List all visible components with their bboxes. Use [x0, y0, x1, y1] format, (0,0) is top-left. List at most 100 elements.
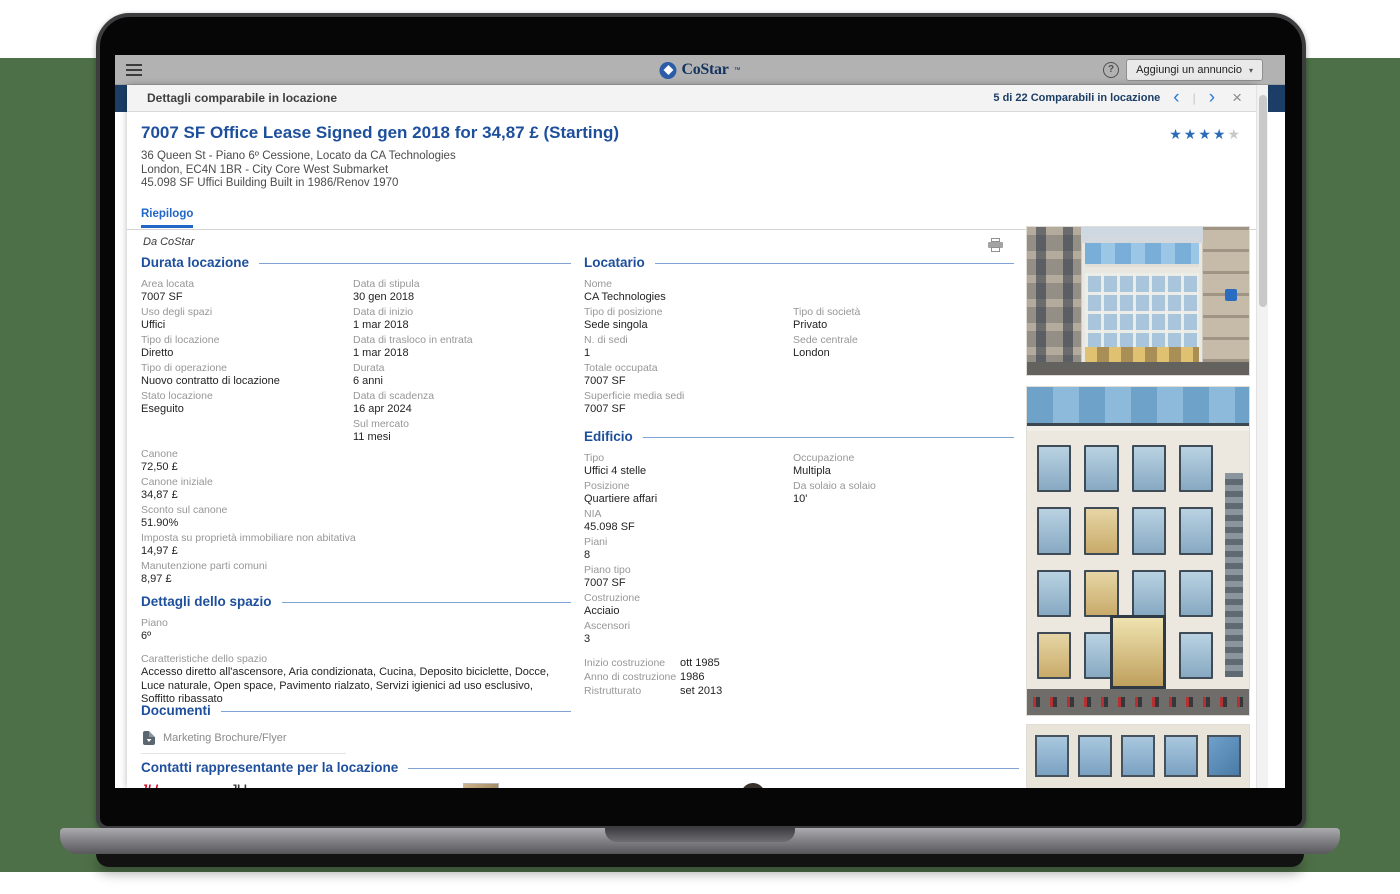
- field-value: CA Technologies: [584, 291, 666, 303]
- field-value: Uffici: [141, 319, 166, 331]
- field-value: ott 1985: [680, 657, 720, 669]
- field-value: London: [793, 347, 830, 359]
- field-label: Inizio costruzione: [584, 657, 666, 669]
- lease-title: 7007 SF Office Lease Signed gen 2018 for…: [141, 123, 620, 142]
- field-label: Nome: [584, 278, 613, 290]
- close-icon[interactable]: ×: [1232, 88, 1242, 107]
- section-heading: Locatario: [584, 255, 645, 270]
- section-rule: [654, 263, 1014, 264]
- field: Da solaio a solaio 10': [793, 480, 1014, 506]
- section-edificio: Edificio Tipo Uffici 4 stelle Posizione Qua…: [584, 429, 1014, 698]
- print-icon[interactable]: [988, 238, 1003, 252]
- locatario-fields-col2: Tipo di società Privato Sede centrale Londo…: [793, 306, 1014, 418]
- prev-comp-button[interactable]: ‹: [1173, 87, 1180, 108]
- address-line-2: London, EC4N 1BR - City Core West Submar…: [141, 163, 389, 176]
- field: Superficie media sedi 7007 SF: [584, 390, 793, 416]
- field-label: Tipo di posizione: [584, 306, 663, 318]
- modal-title: Dettagli comparabile in locazione: [147, 91, 338, 105]
- field-value: 1 mar 2018: [353, 347, 409, 359]
- contact-person-2[interactable]: Daisy Hunt: [741, 783, 831, 788]
- source-note: Da CoStar: [143, 236, 195, 248]
- document-link[interactable]: Marketing Brochure/Flyer: [141, 726, 346, 754]
- field-label: Posizione: [584, 480, 630, 492]
- field-label: Stato locazione: [141, 390, 213, 402]
- scrollbar-thumb[interactable]: [1259, 95, 1267, 307]
- field: Data di stipula 30 gen 2018: [353, 278, 571, 304]
- costar-logo-text: CoStar: [681, 61, 729, 78]
- contact-person-1[interactable]: Jason Collier: [463, 783, 577, 788]
- section-heading: Edificio: [584, 429, 633, 444]
- laptop-shadow: [96, 854, 1304, 867]
- help-icon[interactable]: ?: [1103, 62, 1119, 78]
- contact-company[interactable]: JLL JLL: [141, 783, 251, 788]
- field: Occupazione Multipla: [793, 452, 1014, 478]
- field-label: Tipo di locazione: [141, 334, 220, 346]
- edificio-fields-col2: Occupazione Multipla Da solaio a solaio 10': [793, 452, 1014, 648]
- field-value: 34,87 £: [141, 489, 178, 501]
- field-label: Tipo di operazione: [141, 362, 227, 374]
- field-label: Occupazione: [793, 452, 855, 464]
- field: Sul mercato 11 mesi: [353, 418, 571, 444]
- field: Tipo Uffici 4 stelle: [584, 452, 793, 478]
- tab-riepilogo[interactable]: Riepilogo: [141, 208, 194, 228]
- field-label: NIA: [584, 508, 602, 520]
- field-label: Ascensori: [584, 620, 631, 632]
- field: Costruzione Acciaio: [584, 592, 793, 618]
- chevron-down-icon: ▾: [1248, 65, 1253, 75]
- edificio-extra-rows: Inizio costruzione ott 1985 Anno di costru…: [584, 656, 1014, 698]
- field: Tipo di locazione Diretto: [141, 334, 353, 360]
- durata-fields-col1: Area locata 7007 SF Uso degli spazi Uffici T…: [141, 278, 353, 446]
- property-photo-3[interactable]: [1026, 724, 1250, 788]
- section-contatti: Contatti rappresentante per la locazione…: [141, 760, 1019, 788]
- address-line-1: 36 Queen St - Piano 6º Cessione, Locato …: [141, 150, 456, 162]
- field-value: 72,50 £: [141, 461, 178, 473]
- field-label: Ristrutturato: [584, 685, 642, 697]
- trademark-symbol: ™: [733, 66, 741, 74]
- field: N. di sedi 1: [584, 334, 793, 360]
- features-label: Caratteristiche dello spazio: [141, 653, 268, 665]
- app-top-bar: CoStar ™ ? Aggiungi un annuncio ▾: [115, 55, 1285, 85]
- field-label: Canone iniziale: [141, 476, 213, 488]
- property-photo-1[interactable]: [1026, 226, 1250, 376]
- field-label: Imposta su proprietà immobiliare non abi…: [141, 532, 356, 544]
- document-label: Marketing Brochure/Flyer: [163, 732, 287, 744]
- field: Tipo di posizione Sede singola: [584, 306, 793, 332]
- hamburger-menu-icon[interactable]: [126, 64, 142, 76]
- contact-avatar: [741, 783, 765, 788]
- field-value: Multipla: [793, 465, 831, 477]
- durata-fields-col2: Data di stipula 30 gen 2018 Data di inizio…: [353, 278, 571, 446]
- field-value: 1 mar 2018: [353, 319, 409, 331]
- star-filled-icon: ★: [1169, 126, 1184, 142]
- section-rule: [642, 437, 1014, 438]
- field-label: Durata: [353, 362, 385, 374]
- field: Posizione Quartiere affari: [584, 480, 793, 506]
- field-value: 10': [793, 493, 808, 505]
- field-value: Uffici 4 stelle: [584, 465, 647, 477]
- field-value: 1986: [680, 671, 705, 683]
- pdf-icon: [143, 731, 155, 745]
- inline-field: Anno di costruzione 1986: [584, 670, 1014, 684]
- section-heading: Durata locazione: [141, 255, 250, 270]
- field: Sede centrale London: [793, 334, 1014, 360]
- star-rating: ★★★★★: [1169, 126, 1242, 143]
- add-listing-button[interactable]: Aggiungi un annuncio ▾: [1126, 59, 1263, 81]
- costar-logo[interactable]: CoStar ™: [659, 55, 741, 85]
- field-value: Quartiere affari: [584, 493, 658, 505]
- field-value: 14,97 £: [141, 545, 178, 557]
- field: Tipo di operazione Nuovo contratto di loc…: [141, 362, 353, 388]
- field: Nome CA Technologies: [584, 278, 1014, 304]
- field-value: 1: [584, 347, 591, 359]
- field: Data di scadenza 16 apr 2024: [353, 390, 571, 416]
- section-heading: Dettagli dello spazio: [141, 594, 272, 609]
- field-value: 6º: [141, 630, 152, 642]
- field: Tipo di società Privato: [793, 306, 1014, 332]
- field: Piano 6º: [141, 617, 571, 643]
- next-comp-button[interactable]: ›: [1208, 87, 1216, 108]
- star-filled-icon: ★: [1198, 126, 1213, 142]
- company-name: JLL: [231, 783, 251, 788]
- lease-comp-detail-modal: Dettagli comparabile in locazione 5 di 2…: [127, 85, 1256, 788]
- section-rule: [408, 768, 1019, 769]
- property-photo-2[interactable]: [1026, 386, 1250, 716]
- field-value: 7007 SF: [584, 403, 626, 415]
- field-label: Data di trasloco in entrata: [353, 334, 473, 346]
